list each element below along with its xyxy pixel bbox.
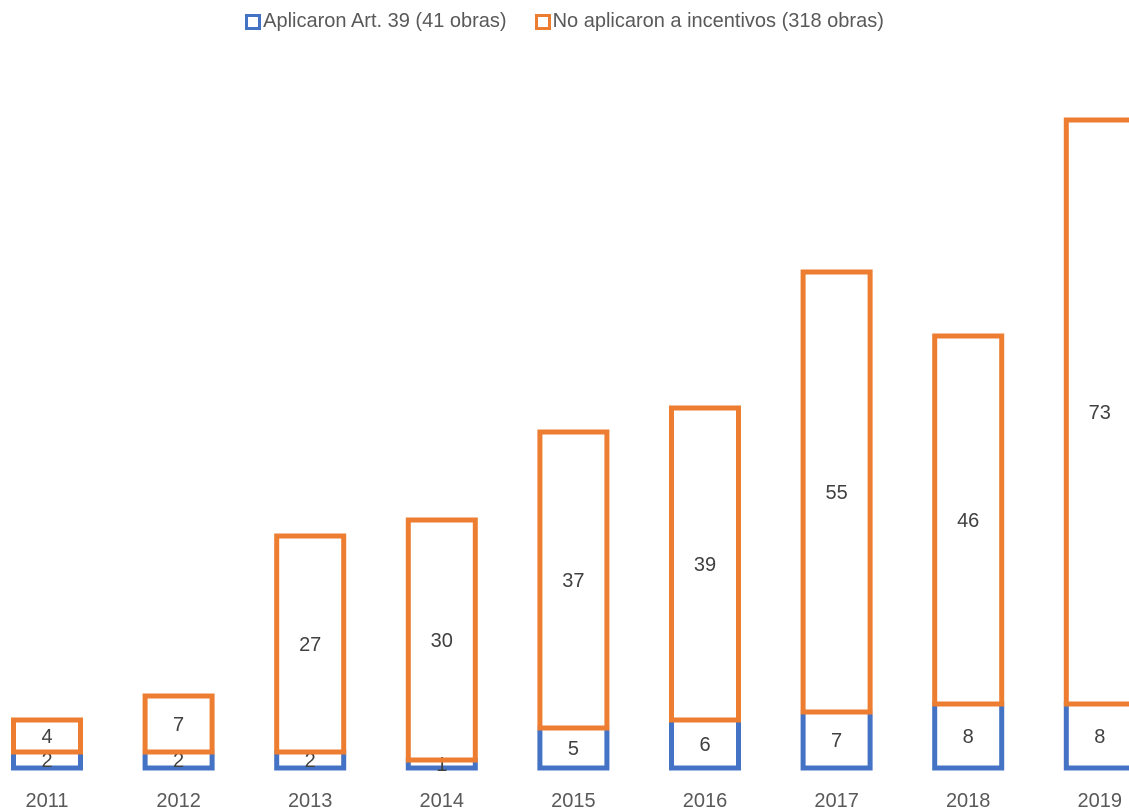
legend-label-art39: Aplicaron Art. 39 (41 obras) [263, 10, 507, 32]
bar-no-incentivos-2018 [932, 333, 1005, 707]
bar-no-incentivos-2015 [537, 429, 610, 731]
legend-swatch-art39 [245, 13, 262, 30]
x-tick-label-2014: 2014 [420, 790, 465, 810]
data-label-art39-2016: 6 [699, 734, 710, 756]
bar-no-incentivos-2011 [11, 717, 83, 755]
data-label-art39-2019: 8 [1094, 726, 1105, 748]
data-label-no-incentivos-2015: 37 [562, 570, 584, 592]
legend-item-no-incentivos: No aplicaron a incentivos (318 obras) [534, 10, 884, 33]
x-tick-label-2016: 2016 [683, 790, 728, 810]
data-label-no-incentivos-2012: 7 [173, 714, 184, 736]
legend-item-art39: Aplicaron Art. 39 (41 obras) [245, 10, 507, 33]
data-label-art39-2018: 8 [963, 726, 974, 748]
bar-no-incentivos-2014 [405, 517, 478, 763]
data-label-no-incentivos-2013: 27 [299, 634, 321, 656]
data-label-art39-2014: 1 [436, 754, 447, 776]
data-label-no-incentivos-2019: 73 [1089, 402, 1111, 424]
x-tick-label-2017: 2017 [814, 790, 859, 810]
data-label-no-incentivos-2016: 39 [694, 554, 716, 576]
data-label-no-incentivos-2017: 55 [825, 482, 847, 504]
data-label-art39-2015: 5 [568, 738, 579, 760]
x-tick-label-2018: 2018 [946, 790, 991, 810]
data-label-art39-2011: 2 [41, 750, 52, 772]
data-label-art39-2013: 2 [305, 750, 316, 772]
bar-no-incentivos-2017 [800, 269, 873, 715]
legend-label-no-incentivos: No aplicaron a incentivos (318 obras) [552, 10, 884, 32]
data-label-no-incentivos-2018: 46 [957, 510, 979, 532]
bar-no-incentivos-2019 [1063, 117, 1129, 707]
x-tick-label-2011: 2011 [25, 790, 68, 810]
legend-swatch-no-incentivos [534, 13, 551, 30]
data-label-no-incentivos-2011: 4 [41, 726, 52, 748]
bar-no-incentivos-2013 [274, 533, 347, 755]
bar-no-incentivos-2012 [142, 693, 215, 755]
chart-legend: Aplicaron Art. 39 (41 obras) No aplicaro… [0, 10, 1129, 33]
x-tick-label-2012: 2012 [156, 790, 201, 810]
x-tick-label-2019: 2019 [1078, 790, 1123, 810]
x-tick-label-2013: 2013 [288, 790, 333, 810]
data-label-art39-2012: 2 [173, 750, 184, 772]
data-label-art39-2017: 7 [831, 730, 842, 752]
bar-no-incentivos-2016 [669, 405, 741, 723]
x-tick-label-2015: 2015 [551, 790, 596, 810]
data-label-no-incentivos-2014: 30 [431, 630, 453, 652]
